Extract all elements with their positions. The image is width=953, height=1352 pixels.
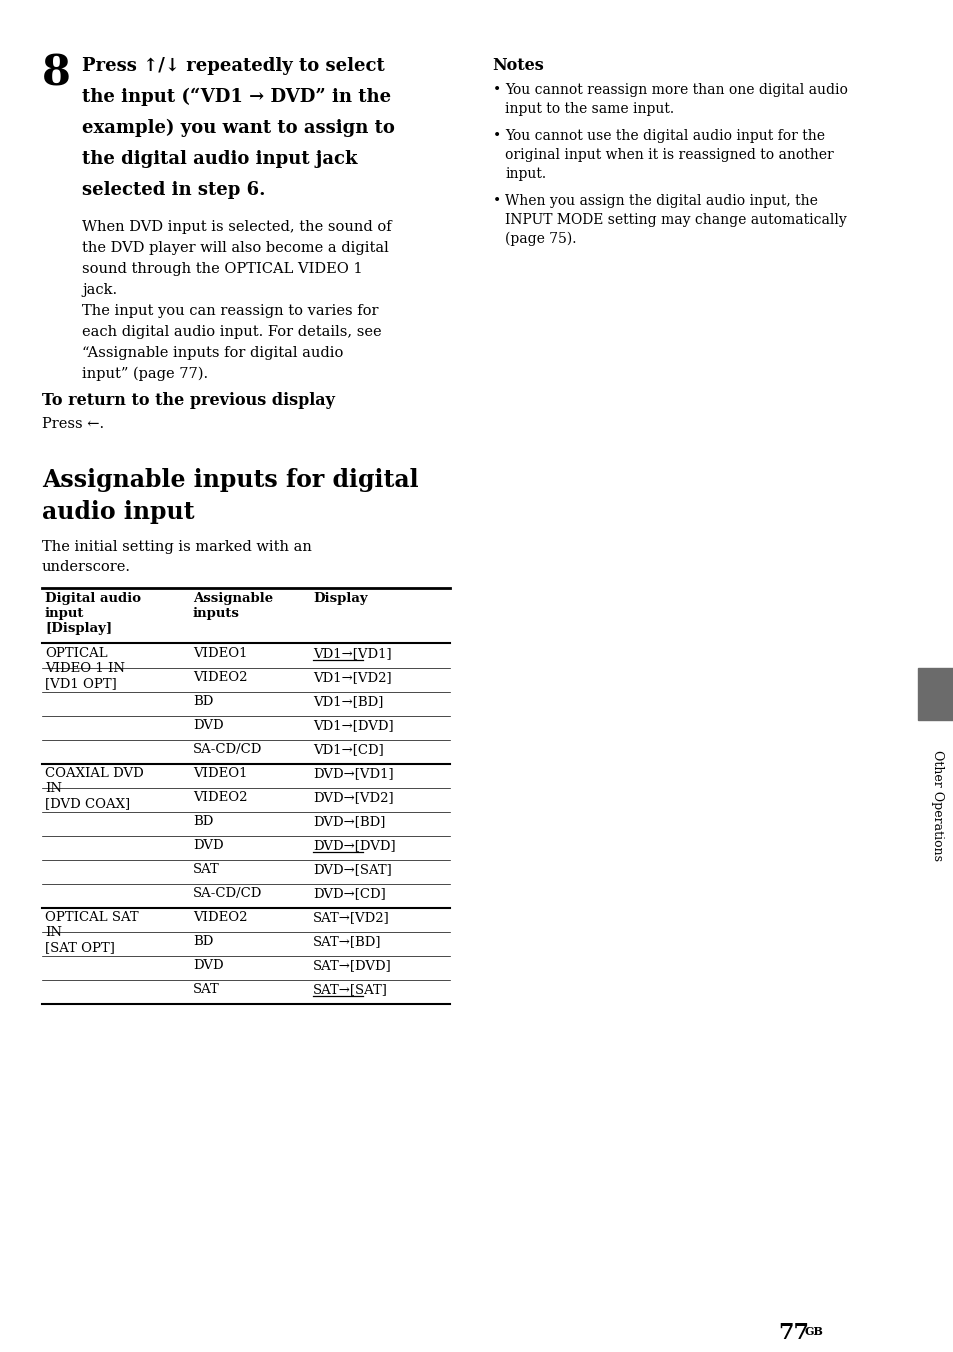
Text: SAT→[BD]: SAT→[BD] [313,936,381,948]
Text: VIDEO 1 IN: VIDEO 1 IN [45,662,125,675]
Text: VD1→[CD]: VD1→[CD] [313,744,383,756]
Text: DVD→[VD1]: DVD→[VD1] [313,767,394,780]
Text: DVD: DVD [193,840,223,852]
Text: Notes: Notes [492,57,543,74]
Text: COAXIAL DVD: COAXIAL DVD [45,767,144,780]
Text: You cannot use the digital audio input for the: You cannot use the digital audio input f… [504,128,824,143]
Text: audio input: audio input [42,500,194,525]
Text: “Assignable inputs for digital audio: “Assignable inputs for digital audio [82,346,343,360]
Text: VIDEO1: VIDEO1 [193,767,247,780]
Text: [SAT OPT]: [SAT OPT] [45,941,114,955]
Text: •: • [493,128,500,143]
Text: inputs: inputs [193,607,239,621]
Text: You cannot reassign more than one digital audio: You cannot reassign more than one digita… [504,82,847,97]
Text: OPTICAL: OPTICAL [45,648,108,660]
Text: •: • [493,82,500,97]
Text: VIDEO2: VIDEO2 [193,671,247,684]
Text: INPUT MODE setting may change automatically: INPUT MODE setting may change automatica… [504,214,846,227]
Bar [917,668,953,721]
Text: SAT: SAT [193,863,219,876]
Text: jack.: jack. [82,283,117,297]
Text: DVD→[DVD]: DVD→[DVD] [313,840,395,852]
Text: example) you want to assign to: example) you want to assign to [82,119,395,138]
Text: SAT→[DVD]: SAT→[DVD] [313,959,392,972]
Text: original input when it is reassigned to another: original input when it is reassigned to … [504,147,833,162]
Text: the input (“VD1 → DVD” in the: the input (“VD1 → DVD” in the [82,88,391,107]
Text: When you assign the digital audio input, the: When you assign the digital audio input,… [504,193,817,208]
Text: Other Operations: Other Operations [930,749,943,860]
Text: Digital audio: Digital audio [45,592,141,604]
Text: [DVD COAX]: [DVD COAX] [45,796,130,810]
Text: The initial setting is marked with an: The initial setting is marked with an [42,539,312,554]
Text: VD1→[VD1]: VD1→[VD1] [313,648,392,660]
Text: SA-CD/CD: SA-CD/CD [193,887,262,900]
Text: DVD→[CD]: DVD→[CD] [313,887,385,900]
Text: DVD→[BD]: DVD→[BD] [313,815,385,827]
Text: GB: GB [804,1326,823,1337]
Text: 8: 8 [42,51,71,95]
Text: SAT: SAT [193,983,219,996]
Text: DVD→[SAT]: DVD→[SAT] [313,863,392,876]
Text: [VD1 OPT]: [VD1 OPT] [45,677,116,690]
Text: SAT→[VD2]: SAT→[VD2] [313,911,390,923]
Text: VD1→[VD2]: VD1→[VD2] [313,671,392,684]
Text: each digital audio input. For details, see: each digital audio input. For details, s… [82,324,381,339]
Text: Press ←.: Press ←. [42,416,104,431]
Text: the digital audio input jack: the digital audio input jack [82,150,357,168]
Text: OPTICAL SAT: OPTICAL SAT [45,911,138,923]
Text: VIDEO1: VIDEO1 [193,648,247,660]
Text: selected in step 6.: selected in step 6. [82,181,265,199]
Text: DVD: DVD [193,959,223,972]
Text: 77: 77 [778,1322,808,1344]
Text: Display: Display [313,592,367,604]
Text: [Display]: [Display] [45,622,112,635]
Text: input to the same input.: input to the same input. [504,101,674,116]
Text: input.: input. [504,168,545,181]
Text: BD: BD [193,815,213,827]
Text: input” (page 77).: input” (page 77). [82,366,208,381]
Text: BD: BD [193,695,213,708]
Text: SA-CD/CD: SA-CD/CD [193,744,262,756]
Text: input: input [45,607,84,621]
Text: •: • [493,193,500,208]
Text: Press ↑/↓ repeatedly to select: Press ↑/↓ repeatedly to select [82,57,384,74]
Text: VD1→[BD]: VD1→[BD] [313,695,383,708]
Text: sound through the OPTICAL VIDEO 1: sound through the OPTICAL VIDEO 1 [82,262,362,276]
Text: DVD→[VD2]: DVD→[VD2] [313,791,394,804]
Text: the DVD player will also become a digital: the DVD player will also become a digita… [82,241,388,256]
Text: underscore.: underscore. [42,560,131,575]
Text: SAT→[SAT]: SAT→[SAT] [313,983,388,996]
Text: IN: IN [45,926,62,940]
Text: Assignable: Assignable [193,592,273,604]
Text: BD: BD [193,936,213,948]
Text: IN: IN [45,781,62,795]
Text: (page 75).: (page 75). [504,233,576,246]
Text: The input you can reassign to varies for: The input you can reassign to varies for [82,304,378,318]
Text: VIDEO2: VIDEO2 [193,791,247,804]
Text: When DVD input is selected, the sound of: When DVD input is selected, the sound of [82,220,392,234]
Text: VD1→[DVD]: VD1→[DVD] [313,719,394,731]
Text: VIDEO2: VIDEO2 [193,911,247,923]
Text: To return to the previous display: To return to the previous display [42,392,335,410]
Text: DVD: DVD [193,719,223,731]
Text: Assignable inputs for digital: Assignable inputs for digital [42,468,418,492]
